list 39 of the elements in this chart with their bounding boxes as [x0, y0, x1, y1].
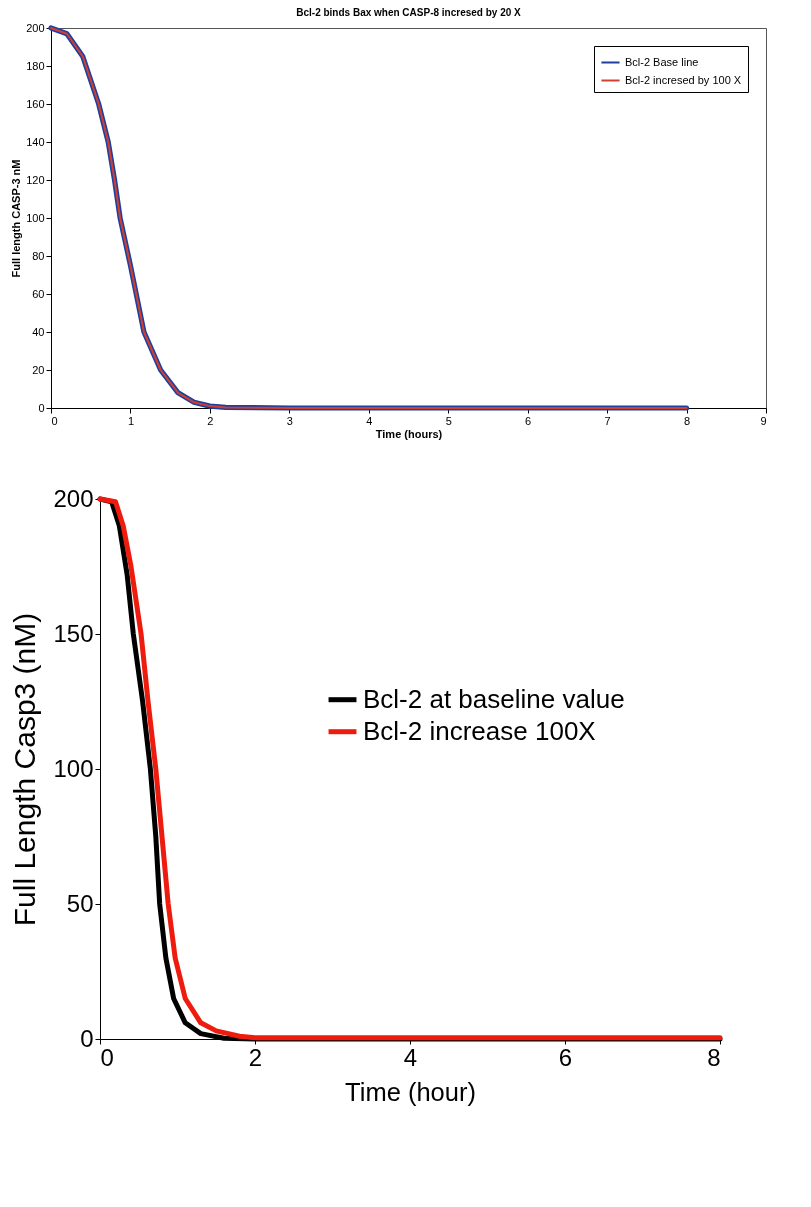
y-tick-label: 100 — [26, 211, 45, 224]
legend-label: Bcl-2 Base line — [625, 55, 699, 68]
y-tick-label: 40 — [32, 325, 45, 338]
x-tick-label: 8 — [707, 1043, 721, 1071]
y-tick-label: 150 — [53, 619, 94, 647]
y-tick-label: 0 — [80, 1024, 94, 1052]
x-tick-label: 1 — [127, 414, 135, 427]
y-tick-label: 80 — [32, 249, 45, 262]
chart-title: Bcl-2 binds Bax when CASP-8 incresed by 20 X — [296, 7, 522, 18]
x-tick-label: 0 — [100, 1043, 114, 1071]
y-tick-label: 50 — [66, 889, 94, 917]
x-tick-label: 2 — [207, 414, 214, 427]
x-axis-title: Time (hours) — [375, 427, 443, 440]
x-tick-label: 4 — [366, 414, 373, 427]
x-tick-label: 9 — [760, 414, 767, 427]
legend-label: Bcl-2 at baseline value — [363, 683, 625, 714]
x-tick-label: 4 — [403, 1043, 418, 1071]
y-tick-label: 100 — [53, 754, 94, 782]
y-tick-label: 20 — [32, 363, 45, 376]
legend-label: Bcl-2 incresed by 100 X — [625, 73, 742, 86]
y-tick-label: 180 — [26, 59, 45, 72]
y-tick-label: 200 — [53, 484, 94, 512]
x-tick-label: 6 — [558, 1043, 573, 1071]
x-tick-label: 6 — [525, 414, 532, 427]
y-tick-label: 60 — [32, 287, 45, 300]
x-tick-label: 8 — [683, 414, 691, 427]
y-tick-label: 120 — [26, 173, 45, 186]
x-tick-label: 2 — [248, 1043, 263, 1071]
y-tick-label: 160 — [26, 97, 45, 110]
y-tick-label: 0 — [38, 401, 45, 414]
y-tick-label: 200 — [26, 21, 45, 34]
y-axis-title: Full length CASP-3 nM — [10, 159, 23, 278]
x-axis-title: Time (hour) — [345, 1077, 476, 1106]
legend-label: Bcl-2 increase 100X — [363, 715, 596, 746]
x-tick-label: 3 — [286, 414, 293, 427]
y-axis-title: Full Length Casp3 (nM) — [8, 612, 42, 927]
x-tick-label: 5 — [445, 414, 452, 427]
y-tick-label: 140 — [26, 135, 45, 148]
x-tick-label: 7 — [604, 414, 611, 427]
